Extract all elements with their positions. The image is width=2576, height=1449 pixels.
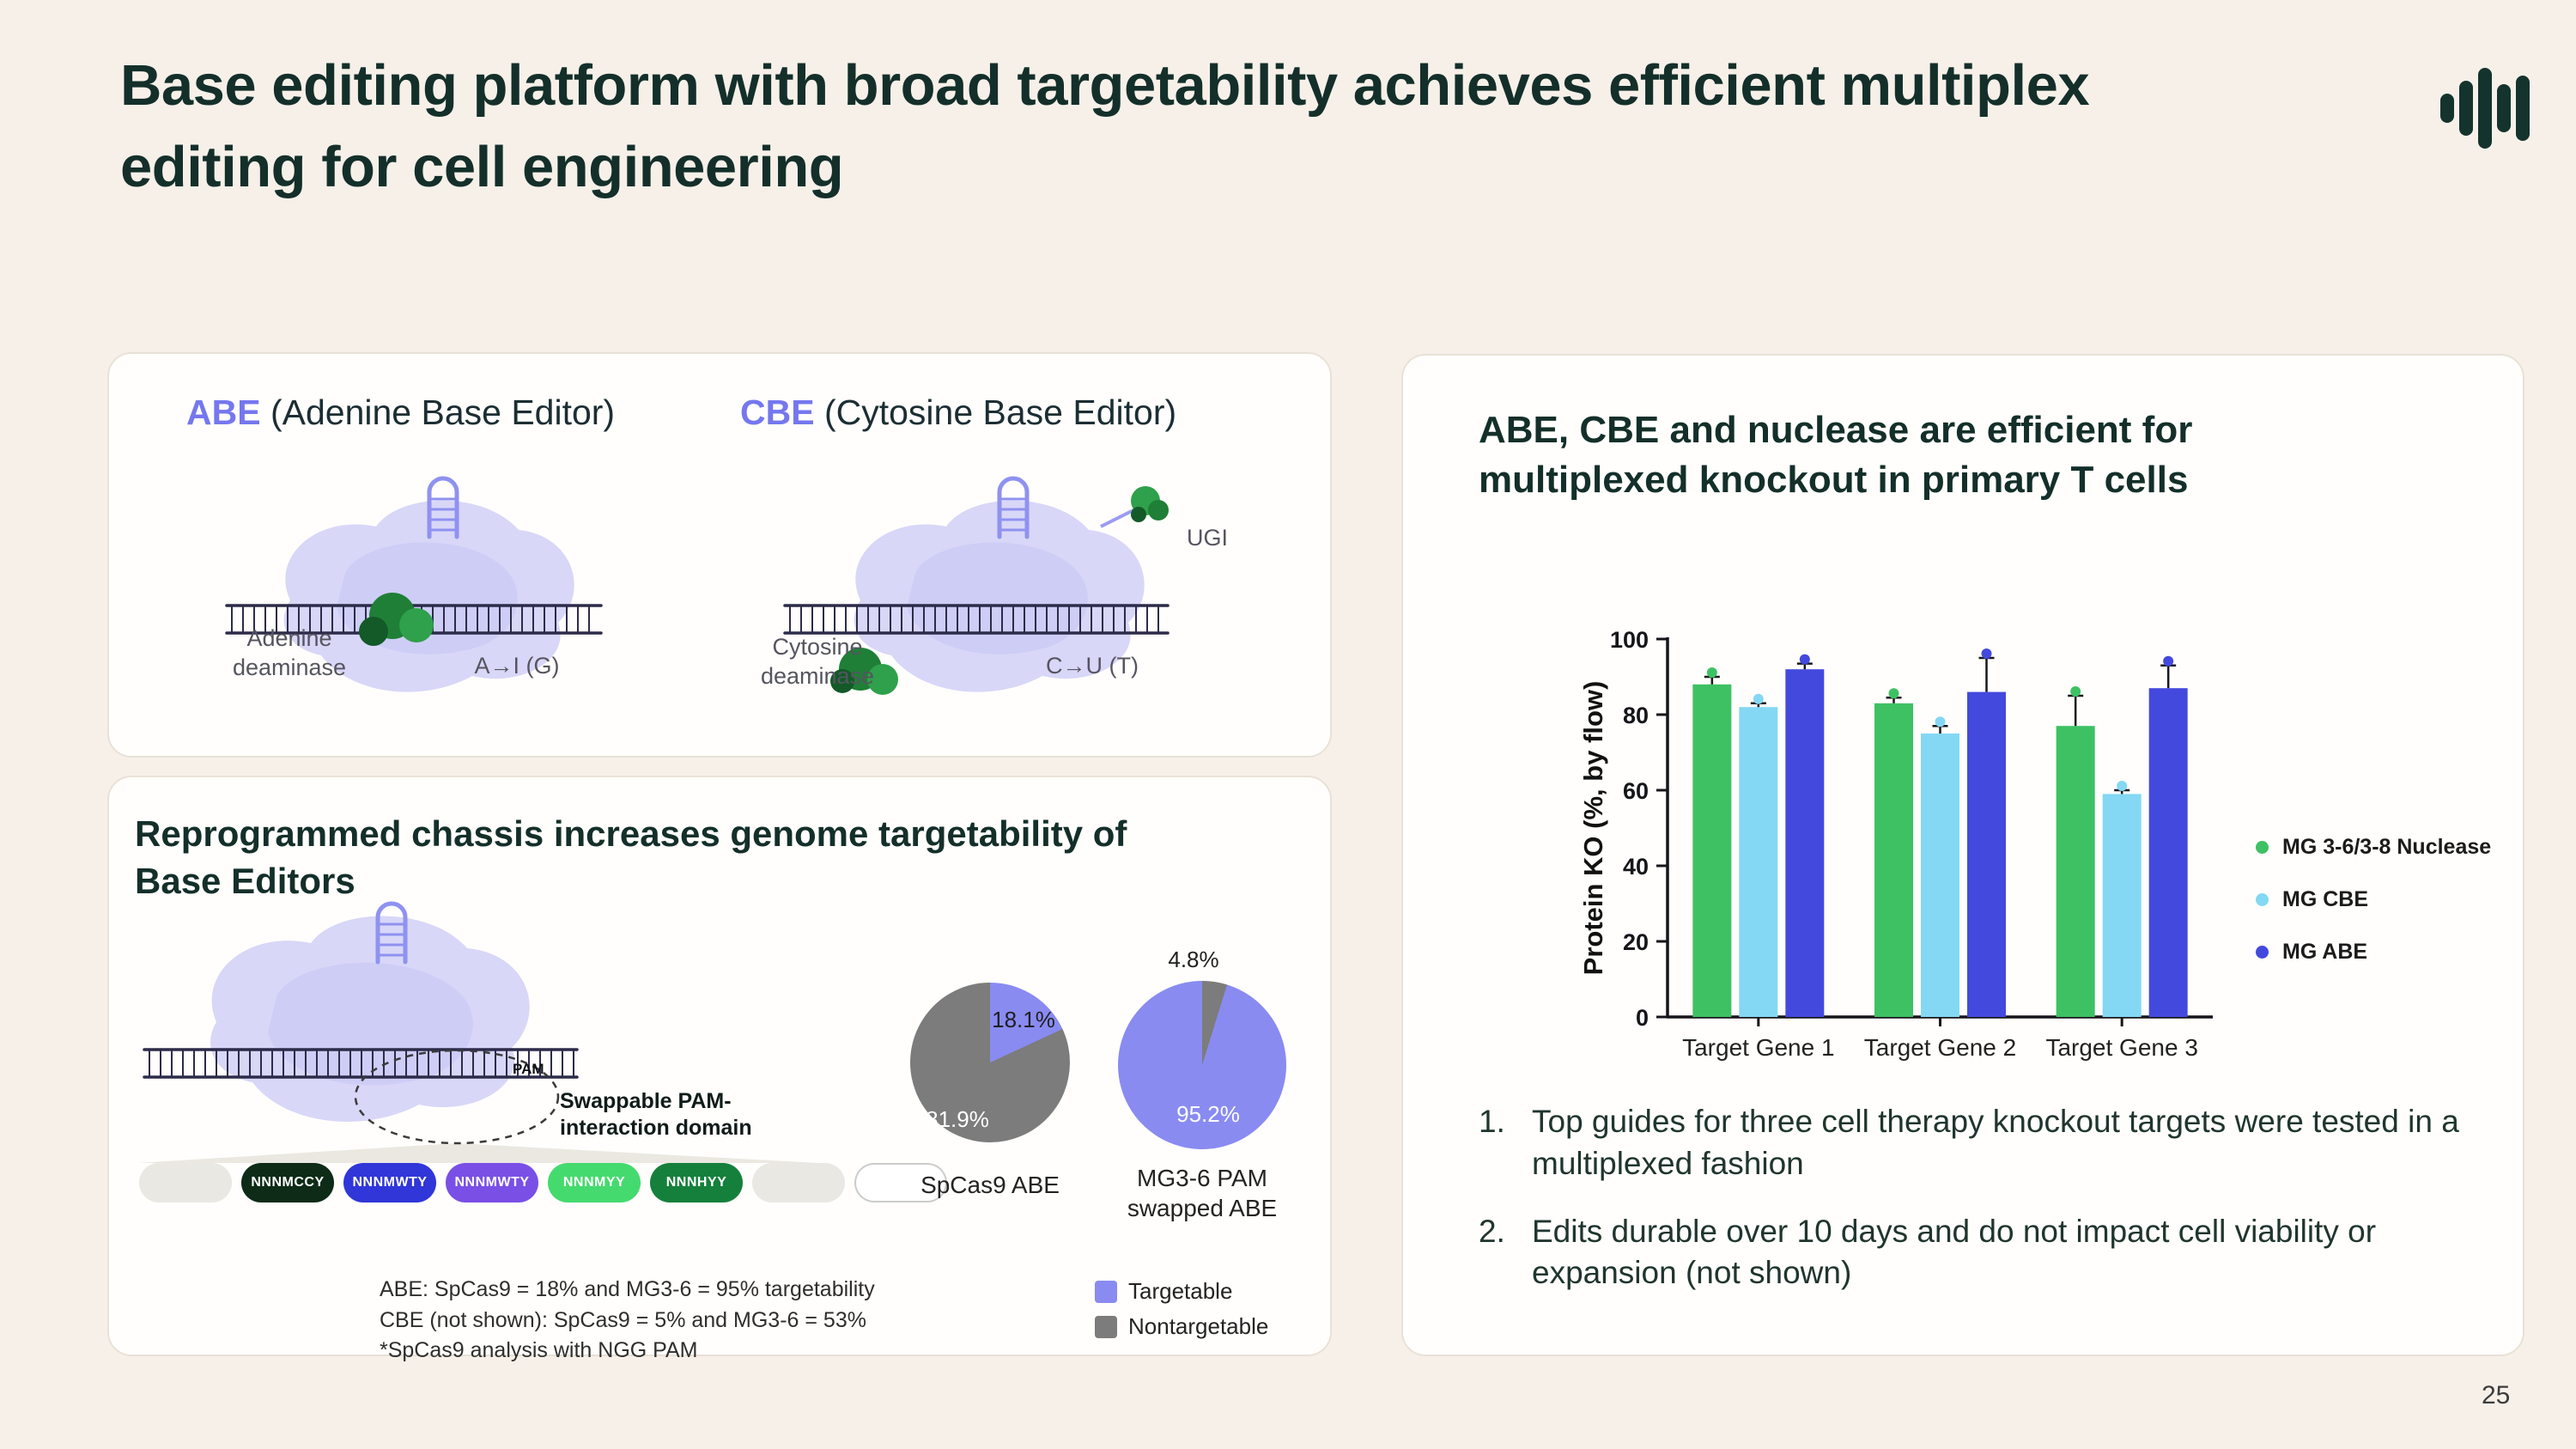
legend-label: MG 3-6/3-8 Nuclease: [2282, 835, 2492, 859]
abe-abbr: ABE: [186, 393, 261, 432]
abe-conversion-label: A→I (G): [474, 653, 560, 679]
cbe-conversion-label: C→U (T): [1046, 653, 1139, 679]
pam-pill: NNNHYY: [650, 1163, 743, 1202]
metagenomi-logo: [2440, 68, 2530, 149]
callout-beam-icon: [137, 1143, 817, 1163]
page-number: 25: [2482, 1381, 2511, 1409]
spcas9-abe-pie: [910, 983, 1070, 1142]
cytosine-deaminase-icon: [830, 648, 898, 695]
chassis-card-title: Reprogrammed chassis increases genome ta…: [135, 813, 1127, 902]
spcas9-abe-caption: SpCas9 ABE: [920, 1172, 1060, 1198]
legend-swatch: [1095, 1280, 1117, 1303]
pam-pill: NNNMWTY: [343, 1163, 436, 1202]
chassis-card: Reprogrammed chassis increases genome ta…: [107, 776, 1332, 1362]
legend-item: MG CBE: [2256, 887, 2491, 912]
targetability-legend: Targetable Nontargetable: [1095, 1278, 1268, 1349]
svg-text:Target Gene 1: Target Gene 1: [1682, 1034, 1834, 1061]
page-title: Base editing platform with broad targeta…: [120, 53, 2090, 200]
takeaway-list: 1. Top guides for three cell therapy kno…: [1479, 1101, 2475, 1320]
pam-pill: NNNMCCY: [241, 1163, 334, 1202]
legend-label: Targetable: [1128, 1278, 1233, 1304]
pam-label: PAM: [513, 1061, 544, 1077]
legend-item: Nontargetable: [1095, 1313, 1268, 1340]
pie-value-label: 18.1%: [992, 1007, 1055, 1032]
pam-pill: NNNMWTY: [446, 1163, 538, 1202]
svg-text:100: 100: [1610, 627, 1649, 653]
ko-legend: MG 3-6/3-8 Nuclease MG CBE MG ABE: [2256, 835, 2491, 992]
pie-value-label: 81.9%: [926, 1106, 989, 1132]
footnotes: ABE: SpCas9 = 18% and MG3-6 = 95% target…: [380, 1275, 875, 1367]
svg-text:80: 80: [1623, 703, 1649, 728]
list-item-text: Top guides for three cell therapy knocko…: [1532, 1104, 2459, 1181]
protein-ko-bar-chart: 0 20 40 60 80 100 Protein KO (%, by flow) Targe…: [1578, 627, 2213, 1061]
legend-dot-icon: [2256, 893, 2269, 906]
pam-pill-row: NNNMCCY NNNMWTY NNNMWTY NNNMYY NNNHYY: [139, 1163, 947, 1202]
sgrna-hairpin-icon: [427, 476, 459, 539]
tcell-knockout-card: ABE, CBE and nuclease are efficient for …: [1401, 354, 2524, 1356]
svg-text:Protein KO (%, by flow): Protein KO (%, by flow): [1578, 681, 1608, 976]
svg-text:20: 20: [1623, 929, 1649, 955]
legend-label: MG ABE: [2282, 940, 2368, 964]
cbe-protein-illustration: [783, 476, 1170, 695]
list-item: 1. Top guides for three cell therapy kno…: [1479, 1101, 2475, 1185]
pam-domain-outline-icon: [354, 1049, 560, 1145]
adenine-deaminase-icon: [359, 593, 434, 646]
legend-label: Nontargetable: [1128, 1313, 1269, 1339]
base-editors-card: ABE (Adenine Base Editor) CBE (Cytosine …: [107, 352, 1332, 758]
tcell-card-title: ABE, CBE and nuclease are efficient for …: [1479, 409, 2193, 502]
legend-swatch: [1095, 1315, 1117, 1338]
svg-text:Target Gene 2: Target Gene 2: [1864, 1034, 2016, 1061]
legend-dot-icon: [2256, 946, 2269, 959]
cbe-abbr: CBE: [740, 393, 815, 432]
chassis-protein-illustration: [137, 901, 817, 1163]
legend-item: MG 3-6/3-8 Nuclease: [2256, 835, 2491, 860]
legend-item: Targetable: [1095, 1278, 1268, 1305]
svg-text:60: 60: [1623, 778, 1649, 804]
mg36-pam-swapped-abe-caption: MG3-6 PAM swapped ABE: [1127, 1165, 1278, 1221]
legend-dot-icon: [2256, 841, 2269, 854]
legend-label: MG CBE: [2282, 887, 2368, 911]
adenine-deaminase-label: Adenine deaminase: [232, 625, 347, 680]
svg-text:40: 40: [1623, 854, 1649, 880]
abe-heading: ABE (Adenine Base Editor): [186, 393, 615, 433]
footnote-line: CBE (not shown): SpCas9 = 5% and MG3-6 =…: [380, 1307, 866, 1332]
svg-text:Target Gene 3: Target Gene 3: [2045, 1034, 2197, 1061]
pie-value-label: 95.2%: [1176, 1101, 1240, 1127]
cbe-heading: CBE (Cytosine Base Editor): [740, 393, 1176, 433]
list-item: 2. Edits durable over 10 days and do not…: [1479, 1211, 2475, 1295]
abe-heading-rest: (Adenine Base Editor): [260, 393, 616, 432]
ugi-label: UGI: [1187, 525, 1229, 551]
pam-pill: NNNMYY: [548, 1163, 641, 1202]
footnote-line: *SpCas9 analysis with NGG PAM: [380, 1338, 698, 1362]
sgrna-hairpin-icon: [997, 476, 1030, 539]
pam-pill: [854, 1163, 947, 1202]
pam-pill: [139, 1163, 232, 1202]
legend-item: MG ABE: [2256, 940, 2491, 965]
dna-strand-icon: [783, 604, 1170, 635]
sgrna-hairpin-icon: [375, 901, 408, 965]
cbe-heading-rest: (Cytosine Base Editor): [814, 393, 1177, 432]
svg-text:0: 0: [1636, 1005, 1649, 1031]
abe-protein-illustration: [225, 476, 603, 692]
mg36-pam-swapped-abe-pie: [1118, 981, 1286, 1149]
list-item-text: Edits durable over 10 days and do not im…: [1532, 1213, 2377, 1291]
list-item-number: 1.: [1479, 1104, 1505, 1139]
pam-pill: [752, 1163, 845, 1202]
pie-value-label: 4.8%: [1168, 947, 1219, 972]
ugi-icon: [1100, 486, 1169, 528]
swappable-pam-domain-label: Swappable PAM-interaction domain: [560, 1089, 752, 1141]
list-item-number: 2.: [1479, 1213, 1505, 1249]
dna-strand-icon: [143, 1048, 579, 1079]
cytosine-deaminase-label: Cytosine deaminase: [760, 634, 875, 689]
footnote-line: ABE: SpCas9 = 18% and MG3-6 = 95% target…: [380, 1277, 875, 1301]
